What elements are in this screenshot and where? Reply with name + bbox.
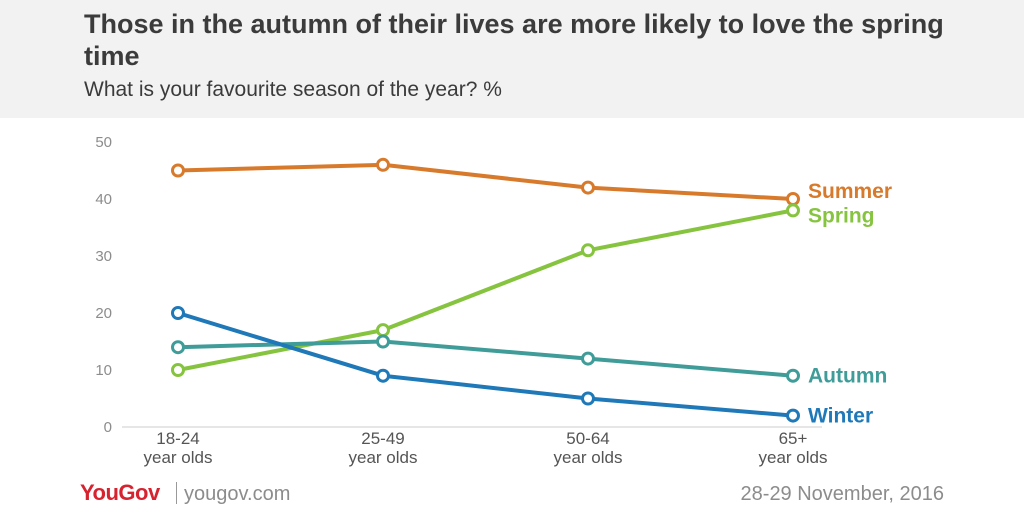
data-point-autumn (376, 334, 390, 349)
series-label-autumn: Autumn (808, 365, 887, 388)
data-point-autumn (171, 340, 185, 355)
series-line-summer (176, 162, 795, 201)
data-point-summer (376, 157, 390, 172)
x-tick-label: 25-49 (361, 429, 404, 448)
data-point-winter (171, 306, 185, 320)
data-point-summer (786, 192, 800, 206)
x-tick-label: year olds (144, 448, 213, 467)
data-point-autumn (581, 351, 595, 366)
y-axis-ticks: 0 10 20 30 40 50 (95, 134, 112, 436)
y-tick-label: 20 (95, 305, 112, 322)
y-tick-label: 40 (95, 191, 112, 208)
data-point-summer (581, 180, 595, 195)
series-points (171, 157, 800, 423)
x-tick-label: 18-24 (156, 429, 199, 448)
data-point-spring (171, 363, 185, 377)
data-point-winter (581, 391, 595, 406)
x-tick-label: 65+ (779, 429, 808, 448)
x-tick-label: 50-64 (566, 429, 609, 448)
y-tick-label: 50 (95, 134, 112, 151)
data-point-autumn (786, 368, 800, 383)
data-point-winter (786, 408, 800, 423)
header-band (0, 0, 1024, 118)
data-point-summer (171, 163, 185, 178)
series-lines (176, 162, 795, 418)
y-tick-label: 30 (95, 248, 112, 265)
data-point-spring (581, 243, 595, 258)
series-line-spring (176, 208, 795, 372)
y-tick-label: 0 (104, 419, 112, 436)
footer-url[interactable]: yougov.com (184, 483, 291, 505)
y-tick-label: 10 (95, 362, 112, 379)
footer-divider (176, 482, 177, 504)
series-line-winter (176, 311, 795, 418)
series-label-spring: Spring (808, 204, 875, 227)
chart-title: Those in the autumn of their lives are m… (84, 9, 944, 71)
data-point-spring (786, 203, 800, 218)
x-tick-label: year olds (349, 448, 418, 467)
series-label-summer: Summer (808, 180, 892, 203)
x-tick-label: year olds (759, 448, 828, 467)
series-line-autumn (176, 339, 795, 378)
chart-subtitle: What is your favourite season of the yea… (84, 78, 502, 101)
series-label-winter: Winter (808, 405, 873, 428)
data-point-spring (376, 323, 390, 338)
yougov-logo: YouGov (80, 480, 160, 505)
footer-date: 28-29 November, 2016 (740, 483, 944, 505)
data-point-winter (376, 368, 390, 383)
x-tick-label: year olds (554, 448, 623, 467)
